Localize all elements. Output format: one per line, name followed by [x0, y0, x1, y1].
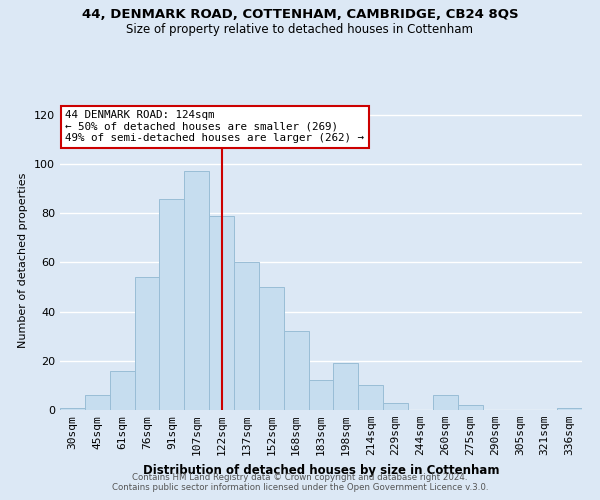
Bar — [110, 370, 134, 410]
X-axis label: Distribution of detached houses by size in Cottenham: Distribution of detached houses by size … — [143, 464, 499, 476]
Text: 44 DENMARK ROAD: 124sqm
← 50% of detached houses are smaller (269)
49% of semi-d: 44 DENMARK ROAD: 124sqm ← 50% of detache… — [65, 110, 364, 143]
Y-axis label: Number of detached properties: Number of detached properties — [19, 172, 28, 348]
Bar — [284, 332, 308, 410]
Bar — [458, 405, 482, 410]
Text: 44, DENMARK ROAD, COTTENHAM, CAMBRIDGE, CB24 8QS: 44, DENMARK ROAD, COTTENHAM, CAMBRIDGE, … — [82, 8, 518, 20]
Bar — [383, 402, 408, 410]
Bar — [557, 408, 582, 410]
Text: Contains public sector information licensed under the Open Government Licence v.: Contains public sector information licen… — [112, 484, 488, 492]
Bar — [234, 262, 259, 410]
Bar — [358, 386, 383, 410]
Bar — [308, 380, 334, 410]
Text: Contains HM Land Registry data © Crown copyright and database right 2024.: Contains HM Land Registry data © Crown c… — [132, 474, 468, 482]
Bar — [433, 395, 458, 410]
Bar — [259, 287, 284, 410]
Bar — [85, 395, 110, 410]
Bar — [209, 216, 234, 410]
Text: Size of property relative to detached houses in Cottenham: Size of property relative to detached ho… — [127, 22, 473, 36]
Bar — [160, 198, 184, 410]
Bar — [334, 364, 358, 410]
Bar — [184, 172, 209, 410]
Bar — [60, 408, 85, 410]
Bar — [134, 277, 160, 410]
